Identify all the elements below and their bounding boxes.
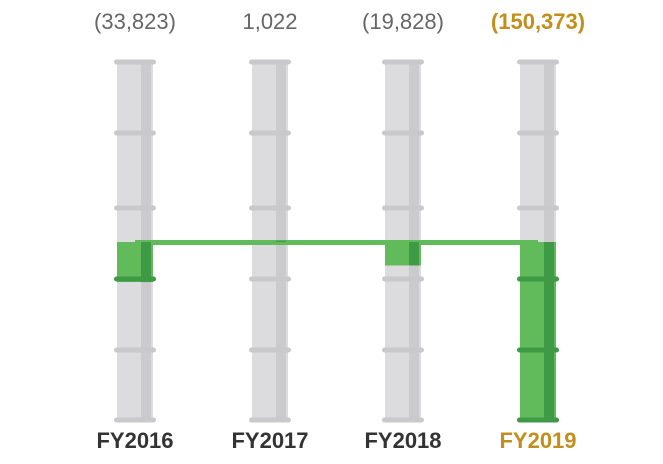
value-label: 1,022 bbox=[242, 9, 297, 34]
stalk-joint bbox=[249, 276, 291, 282]
stalk-joint bbox=[517, 130, 559, 136]
stalk-joint bbox=[382, 276, 424, 282]
stalk-joint bbox=[114, 59, 156, 65]
stalk-joint bbox=[249, 59, 291, 65]
bar-joint bbox=[517, 276, 559, 282]
value-label: (19,828) bbox=[362, 9, 444, 34]
bar bbox=[252, 240, 288, 242]
category-label: FY2018 bbox=[364, 428, 441, 453]
stalk-joint bbox=[114, 205, 156, 211]
stalk-shade bbox=[544, 62, 554, 420]
stalk-joint bbox=[517, 205, 559, 211]
stalk-joint bbox=[382, 130, 424, 136]
stalk-joint bbox=[382, 205, 424, 211]
stalk-joint bbox=[249, 130, 291, 136]
bar-shade bbox=[141, 242, 151, 283]
stalk-joint bbox=[382, 347, 424, 353]
stalk-joint bbox=[114, 417, 156, 423]
bar-joint bbox=[114, 276, 156, 282]
connector bbox=[135, 240, 538, 245]
value-label: (33,823) bbox=[94, 9, 176, 34]
stalk-joint bbox=[249, 417, 291, 423]
value-label: (150,373) bbox=[491, 9, 585, 34]
stalk-joint bbox=[249, 347, 291, 353]
bar-shade bbox=[276, 240, 286, 242]
stalk-joint bbox=[249, 205, 291, 211]
category-label: FY2016 bbox=[96, 428, 173, 453]
category-label: FY2019 bbox=[499, 428, 576, 453]
bar-joint bbox=[517, 417, 559, 423]
category-label: FY2017 bbox=[231, 428, 308, 453]
stalk-joint bbox=[114, 130, 156, 136]
stalk-joint bbox=[114, 347, 156, 353]
shadow bbox=[0, 183, 663, 242]
stalk-joint bbox=[382, 417, 424, 423]
bar-joint bbox=[517, 347, 559, 353]
bar-shade bbox=[544, 242, 554, 420]
stalk-joint bbox=[382, 59, 424, 65]
stalk-joint bbox=[517, 59, 559, 65]
bar-shade bbox=[409, 242, 419, 266]
